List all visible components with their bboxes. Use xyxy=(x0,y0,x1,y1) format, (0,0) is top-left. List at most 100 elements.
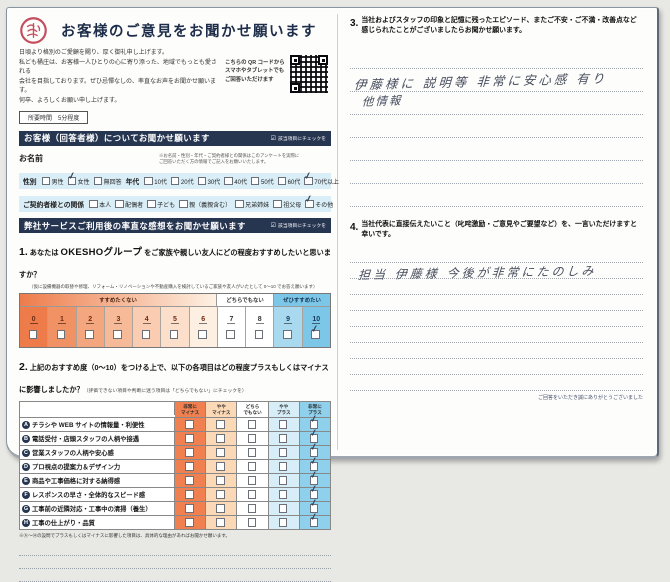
answer-line[interactable] xyxy=(350,161,643,184)
checkbox-icon[interactable] xyxy=(277,176,287,186)
rating-cell[interactable] xyxy=(206,446,238,460)
rating-cell[interactable] xyxy=(175,474,207,488)
checkbox-icon[interactable] xyxy=(198,330,207,339)
checkbox-icon[interactable] xyxy=(278,448,288,457)
checkbox-icon[interactable]: ✓ xyxy=(309,414,319,429)
checkbox-icon[interactable] xyxy=(56,330,66,339)
checkbox-icon[interactable] xyxy=(216,420,225,429)
checkbox-icon[interactable] xyxy=(28,330,38,339)
relation-option-grandparent[interactable]: 祖父母 xyxy=(273,199,301,209)
age-option-30s[interactable]: 30代 xyxy=(197,176,220,186)
gender-option-female[interactable]: ✓ 女性 xyxy=(67,170,90,186)
rating-cell[interactable] xyxy=(206,418,238,432)
checkbox-icon[interactable]: ✓ xyxy=(67,170,77,186)
checkbox-icon[interactable] xyxy=(216,462,225,471)
checkbox-icon[interactable] xyxy=(278,462,288,471)
rating-cell[interactable] xyxy=(175,516,207,530)
age-option-60s[interactable]: 60代 xyxy=(277,176,300,186)
checkbox-icon[interactable] xyxy=(216,490,225,499)
answer-line[interactable] xyxy=(350,359,643,376)
rating-cell[interactable] xyxy=(175,432,207,446)
checkbox-icon[interactable] xyxy=(278,434,288,443)
rating-cell[interactable] xyxy=(237,488,269,502)
checkbox-icon[interactable] xyxy=(185,476,194,485)
answer-line[interactable] xyxy=(350,375,643,392)
q3-answer-area[interactable]: 伊藤様に 説明等 非常に安心感 有り 他情報 xyxy=(350,46,643,207)
rating-cell[interactable]: ✓ xyxy=(299,442,331,460)
checkbox-icon[interactable]: ✓ xyxy=(309,512,319,527)
rating-cell[interactable] xyxy=(268,418,300,432)
rating-cell[interactable] xyxy=(237,446,269,460)
relation-option-other[interactable]: ✓ その他 xyxy=(304,193,333,209)
rating-cell[interactable]: ✓ xyxy=(299,414,331,432)
rating-cell[interactable] xyxy=(237,418,269,432)
checkbox-icon[interactable] xyxy=(247,434,256,443)
rating-cell[interactable] xyxy=(237,474,269,488)
checkbox-icon[interactable] xyxy=(247,518,256,527)
nps-option-6[interactable]: 6 xyxy=(188,306,217,347)
checkbox-icon[interactable]: ✓ xyxy=(304,193,314,209)
checkbox-icon[interactable]: ✓ xyxy=(309,484,319,499)
checkbox-icon[interactable] xyxy=(216,518,225,527)
checkbox-icon[interactable] xyxy=(278,504,288,513)
rating-cell[interactable] xyxy=(175,460,207,474)
rating-cell[interactable]: ✓ xyxy=(299,512,331,530)
age-option-70plus[interactable]: ✓ 70代以上 xyxy=(303,170,339,186)
checkbox-icon[interactable] xyxy=(144,176,153,186)
checkbox-icon[interactable] xyxy=(250,176,260,186)
rating-cell[interactable] xyxy=(175,446,207,460)
checkbox-icon[interactable] xyxy=(278,420,288,429)
rating-cell[interactable] xyxy=(175,502,207,516)
checkbox-icon[interactable] xyxy=(113,330,122,339)
checkbox-icon[interactable] xyxy=(283,330,292,339)
rating-cell[interactable] xyxy=(268,432,300,446)
checkbox-icon[interactable] xyxy=(273,199,282,209)
answer-line[interactable] xyxy=(350,279,643,296)
age-option-50s[interactable]: 50代 xyxy=(250,176,274,186)
checkbox-icon[interactable] xyxy=(85,330,94,339)
rating-cell[interactable] xyxy=(237,460,269,474)
checkbox-icon[interactable] xyxy=(179,199,188,209)
checkbox-icon[interactable] xyxy=(247,476,256,485)
answer-line[interactable] xyxy=(350,311,643,328)
answer-line[interactable] xyxy=(19,543,331,557)
checkbox-icon[interactable] xyxy=(216,476,225,485)
checkbox-icon[interactable]: ✓ xyxy=(309,456,319,471)
checkbox-icon[interactable] xyxy=(247,462,256,471)
checkbox-icon[interactable]: ✓ xyxy=(309,498,319,513)
answer-line[interactable] xyxy=(350,295,643,312)
answer-line[interactable] xyxy=(350,327,643,344)
rating-cell[interactable] xyxy=(206,488,238,502)
answer-line[interactable] xyxy=(350,69,643,92)
answer-line[interactable] xyxy=(19,569,331,582)
checkbox-icon[interactable] xyxy=(89,199,98,209)
nps-option-10[interactable]: 10 ✓ xyxy=(301,306,330,347)
checkbox-icon[interactable] xyxy=(141,330,151,339)
rating-cell[interactable] xyxy=(268,488,300,502)
checkbox-icon[interactable]: ✓ xyxy=(309,442,319,457)
checkbox-icon[interactable] xyxy=(197,176,207,186)
rating-cell[interactable] xyxy=(206,474,238,488)
checkbox-icon[interactable] xyxy=(170,176,180,186)
age-option-10s[interactable]: 10代 xyxy=(144,176,167,186)
answer-line[interactable] xyxy=(350,247,643,264)
checkbox-icon[interactable] xyxy=(41,176,51,186)
rating-cell[interactable] xyxy=(206,460,238,474)
answer-line[interactable] xyxy=(19,556,331,570)
nps-option-3[interactable]: 3 xyxy=(103,306,133,347)
rating-cell[interactable] xyxy=(206,516,238,530)
rating-cell[interactable] xyxy=(268,516,300,530)
checkbox-icon[interactable]: ✓ xyxy=(303,170,313,186)
checkbox-icon[interactable] xyxy=(278,490,288,499)
checkbox-icon[interactable] xyxy=(247,420,256,429)
nps-option-4[interactable]: 4 xyxy=(132,306,161,347)
checkbox-icon[interactable] xyxy=(216,434,225,443)
rating-cell[interactable] xyxy=(175,418,207,432)
checkbox-icon[interactable] xyxy=(247,490,256,499)
checkbox-icon[interactable] xyxy=(185,420,194,429)
checkbox-icon[interactable] xyxy=(216,448,225,457)
age-option-20s[interactable]: 20代 xyxy=(170,176,194,186)
nps-option-8[interactable]: 8 xyxy=(245,306,274,347)
checkbox-icon[interactable] xyxy=(185,434,194,443)
checkbox-icon[interactable] xyxy=(185,504,194,513)
